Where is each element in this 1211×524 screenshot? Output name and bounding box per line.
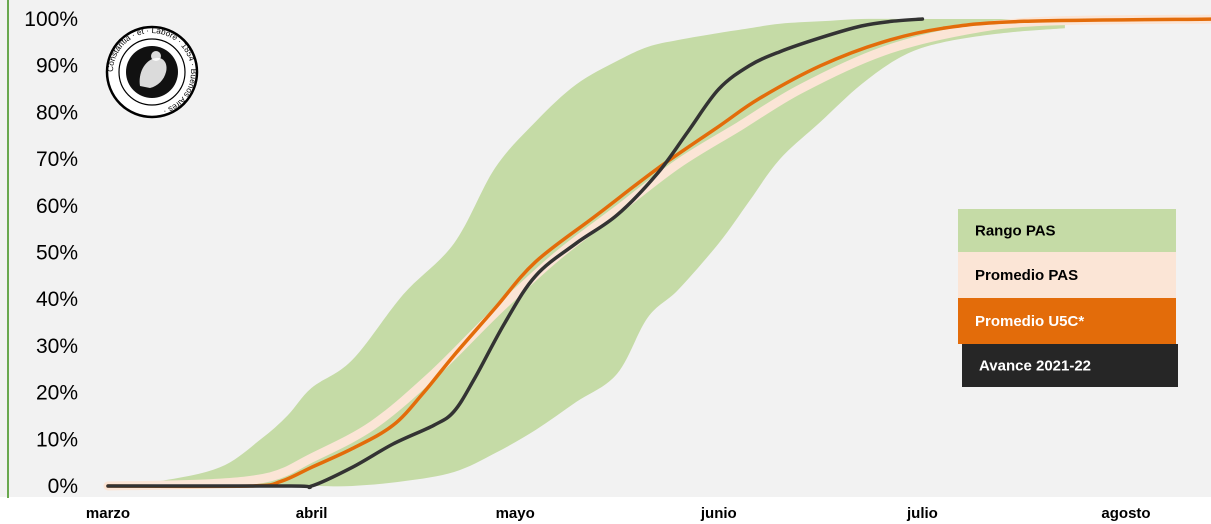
legend-label: Rango PAS xyxy=(975,223,1056,240)
y-tick-label: 70% xyxy=(36,148,78,171)
legend-swatch xyxy=(958,209,1176,252)
y-tick-label: 60% xyxy=(36,195,78,218)
legend-item: Promedio PAS xyxy=(958,252,1176,298)
y-tick-label: 10% xyxy=(36,428,78,451)
legend-item: Avance 2021-22 xyxy=(962,344,1178,387)
series-layer xyxy=(103,14,1211,491)
legend-label: Avance 2021-22 xyxy=(979,358,1091,375)
x-tick-label: mayo xyxy=(496,505,535,522)
x-tick-label: marzo xyxy=(86,505,130,522)
series-line-promedio-pas xyxy=(103,14,1211,491)
y-tick-label: 0% xyxy=(48,475,78,498)
series-line-promedio-u5c xyxy=(106,17,1211,489)
y-tick-label: 50% xyxy=(36,242,78,265)
legend-item: Promedio U5C* xyxy=(958,298,1176,344)
legend-label: Promedio U5C* xyxy=(975,313,1084,330)
legend-label: Promedio PAS xyxy=(975,267,1078,284)
legend: Rango PAS Promedio PAS Promedio U5C* Avance… xyxy=(958,209,1178,387)
y-axis-tick-labels: 0% 10% 20% 30% 40% 50% 60% 70% 80% 90% 100% xyxy=(24,8,78,498)
y-tick-label: 80% xyxy=(36,101,78,124)
x-tick-label: abril xyxy=(296,505,328,522)
legend-swatch xyxy=(958,252,1176,298)
x-tick-label: agosto xyxy=(1101,505,1150,522)
y-tick-label: 100% xyxy=(24,8,78,31)
y-tick-label: 20% xyxy=(36,382,78,405)
x-tick-label: junio xyxy=(700,505,737,522)
x-tick-label: julio xyxy=(906,505,938,522)
legend-item: Rango PAS xyxy=(958,209,1176,252)
logo-figure-head-icon xyxy=(151,51,161,61)
series-band-rango-pas xyxy=(108,18,1065,487)
x-axis-tick-labels: marzo abril mayo junio julio agosto xyxy=(86,505,1151,522)
y-tick-label: 30% xyxy=(36,335,78,358)
series-line-avance-2021-22 xyxy=(106,17,925,490)
y-tick-label: 90% xyxy=(36,55,78,78)
y-tick-label: 40% xyxy=(36,288,78,311)
logo-seal: Constantia · et · Labore · 1854 · Buenos… xyxy=(105,25,199,119)
logo-figure-icon xyxy=(139,57,167,88)
legend-swatch xyxy=(958,298,1176,344)
legend-swatch xyxy=(962,344,1178,387)
